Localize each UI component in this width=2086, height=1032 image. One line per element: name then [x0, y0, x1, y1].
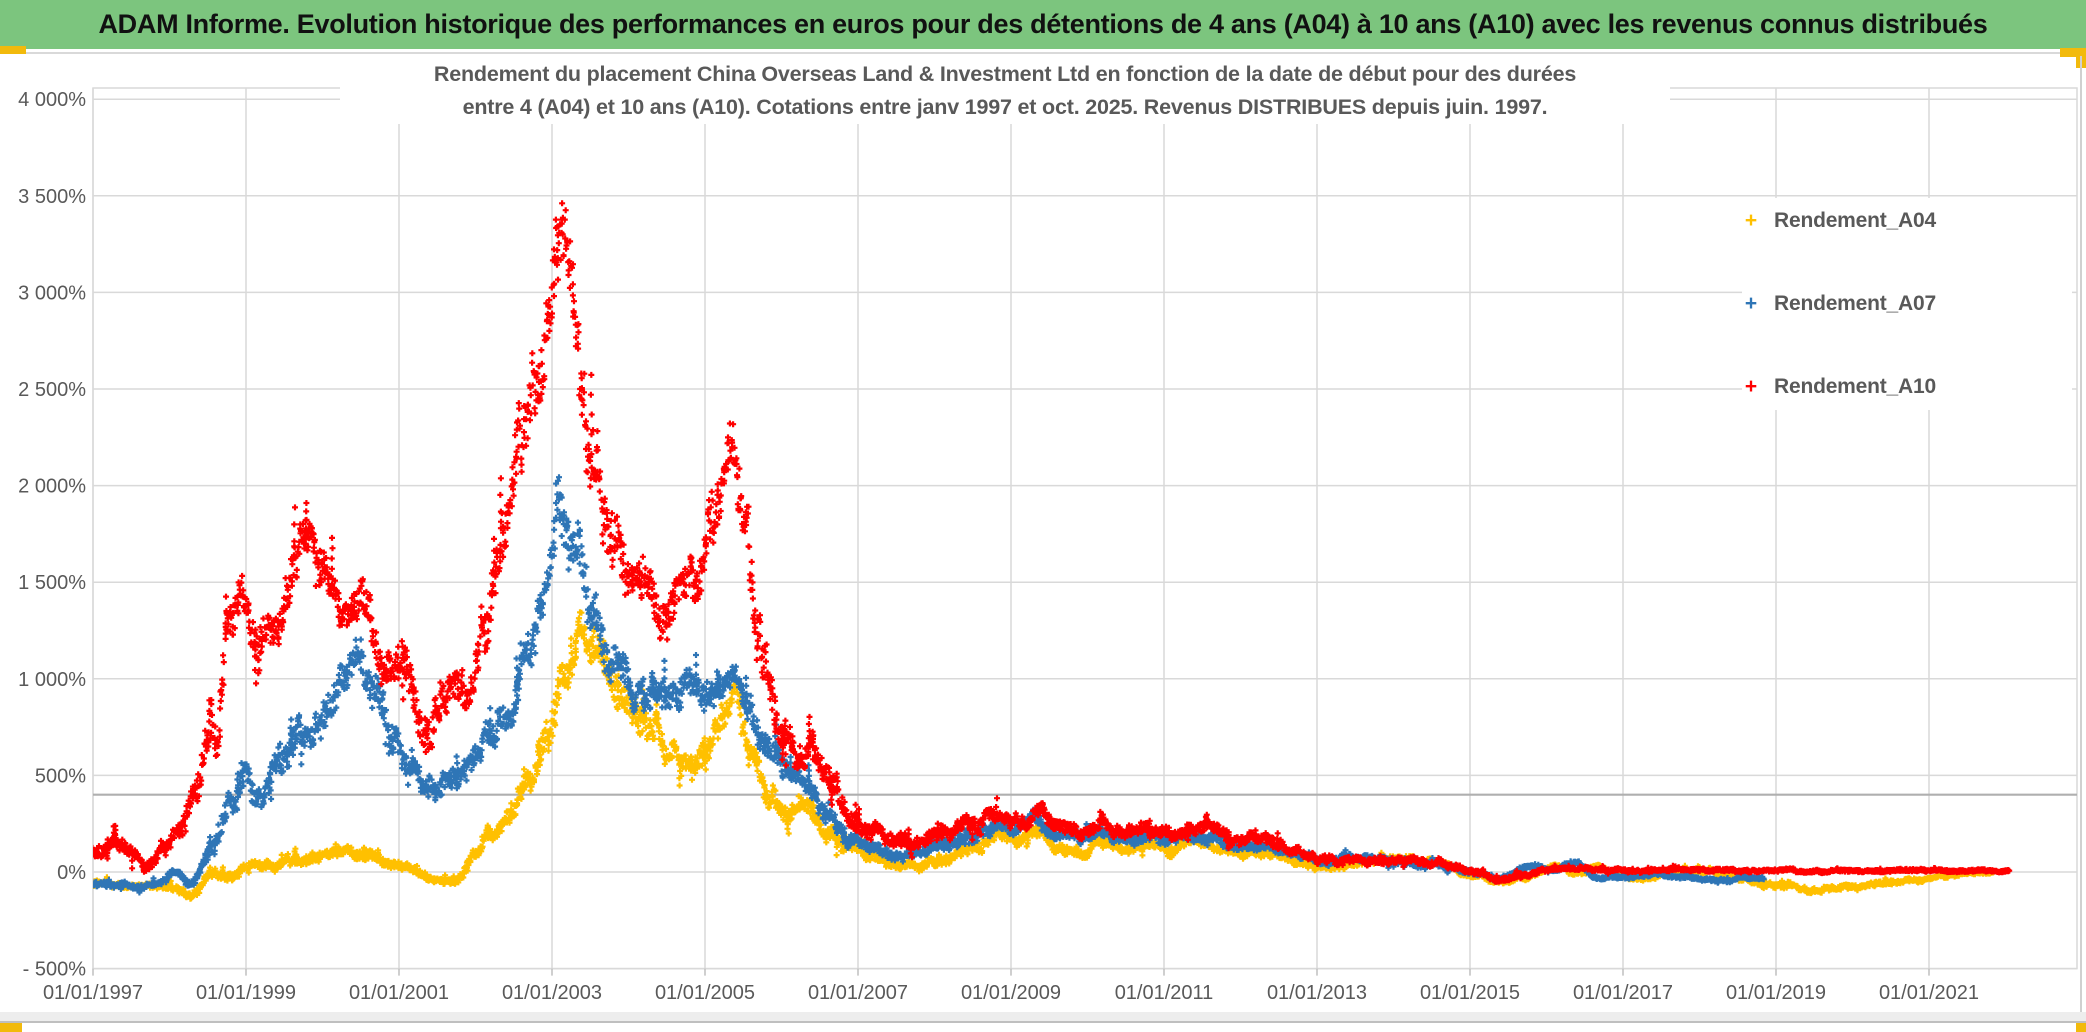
series-rendement_a10[interactable] [89, 200, 2013, 885]
y-tick-label: 0% [57, 862, 86, 884]
x-tick-label: 01/01/2005 [655, 982, 755, 1004]
chart-title-line-2: entre 4 (A04) et 10 ans (A10). Cotations… [462, 95, 1548, 119]
x-tick-label: 01/01/2017 [1573, 982, 1673, 1004]
plus-marker-icon: + [1744, 292, 1758, 315]
y-tick-label: 2 000% [18, 476, 86, 498]
y-tick-label: 3 500% [18, 186, 86, 208]
x-tick-label: 01/01/2013 [1267, 982, 1367, 1004]
y-tick-label: 500% [35, 765, 86, 787]
legend-item-rendement-a07[interactable]: + Rendement_A07 [1742, 289, 2072, 319]
plus-marker-icon: + [1744, 209, 1758, 232]
y-tick-label: 1 500% [18, 572, 86, 594]
header-underline [0, 52, 2086, 54]
legend-item-rendement-a04[interactable]: + Rendement_A04 [1742, 206, 2072, 236]
header-title: ADAM Informe. Evolution historique des p… [98, 9, 1988, 39]
y-tick-label: 2 500% [18, 379, 86, 401]
selection-handle-top-right[interactable] [2060, 48, 2086, 57]
chart-legend: + Rendement_A04 + Rendement_A07 + Rendem… [1742, 198, 2072, 410]
x-tick-label: 01/01/2021 [1879, 982, 1979, 1004]
legend-item-rendement-a10[interactable]: + Rendement_A10 [1742, 372, 2072, 402]
x-tick-label: 01/01/2001 [349, 982, 449, 1004]
x-tick-label: 01/01/1997 [43, 982, 143, 1004]
chart-title[interactable]: Rendement du placement China Overseas La… [340, 58, 1670, 124]
chart-title-line-1: Rendement du placement China Overseas La… [433, 62, 1577, 86]
y-tick-label: 3 000% [18, 282, 86, 304]
y-tick-label: 4 000% [18, 89, 86, 111]
x-tick-label: 01/01/2011 [1115, 982, 1214, 1004]
selection-handle-bottom-left[interactable] [0, 1022, 22, 1032]
window-right-edge [2080, 56, 2082, 1012]
header-bar[interactable]: ADAM Informe. Evolution historique des p… [0, 0, 2086, 49]
x-tick-label: 01/01/2019 [1726, 982, 1826, 1004]
bottom-divider [0, 1021, 2086, 1023]
x-tick-label: 01/01/2007 [808, 982, 908, 1004]
legend-label: Rendement_A07 [1774, 292, 1936, 315]
x-tick-label: 01/01/2003 [502, 982, 602, 1004]
legend-label: Rendement_A04 [1774, 209, 1936, 232]
y-tick-label: - 500% [23, 959, 87, 981]
y-tick-label: 1 000% [18, 669, 86, 691]
x-tick-label: 01/01/2009 [961, 982, 1061, 1004]
x-tick-label: 01/01/1999 [196, 982, 296, 1004]
plus-marker-icon: + [1744, 375, 1758, 398]
selection-handle-top-left[interactable] [0, 46, 26, 54]
x-tick-label: 01/01/2015 [1420, 982, 1520, 1004]
legend-label: Rendement_A10 [1774, 375, 1936, 398]
bottom-scroll-strip[interactable] [0, 1012, 2086, 1021]
x-axis-ticks [92, 968, 1930, 976]
